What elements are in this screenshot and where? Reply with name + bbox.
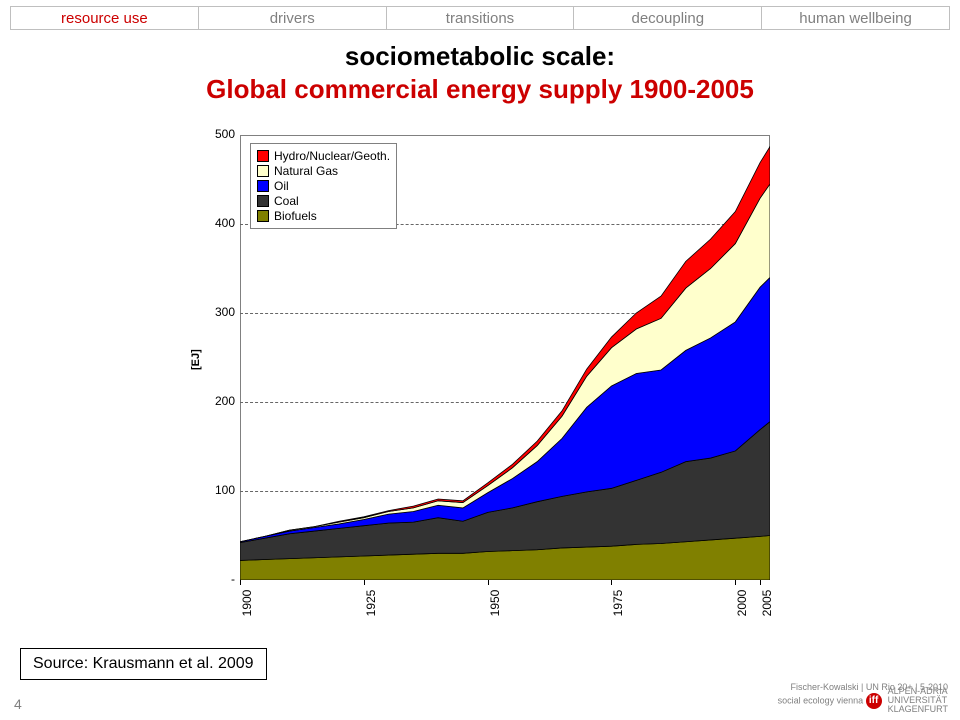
x-tick-mark (760, 580, 761, 585)
legend-swatch-icon (257, 210, 269, 222)
x-tick-label: 2005 (760, 583, 774, 623)
tab-drivers[interactable]: drivers (199, 6, 387, 30)
legend-label: Hydro/Nuclear/Geoth. (274, 149, 390, 163)
y-tick-label: 400 (195, 216, 235, 230)
y-tick-label: 300 (195, 305, 235, 319)
page-title: sociometabolic scale: Global commercial … (0, 40, 960, 105)
x-tick-mark (488, 580, 489, 585)
legend-item: Hydro/Nuclear/Geoth. (257, 149, 390, 163)
legend-label: Coal (274, 194, 299, 208)
legend-label: Natural Gas (274, 164, 338, 178)
y-tick-label: - (195, 572, 235, 586)
legend-item: Biofuels (257, 209, 390, 223)
x-tick-label: 1975 (611, 583, 625, 623)
legend-swatch-icon (257, 150, 269, 162)
tab-bar: resource usedriverstransitionsdecoupling… (10, 6, 950, 30)
legend-swatch-icon (257, 180, 269, 192)
tab-resource-use[interactable]: resource use (10, 6, 199, 30)
logo-university: ALPEN-ADRIA UNIVERSITÄT KLAGENFURT (888, 687, 948, 714)
legend-item: Oil (257, 179, 390, 193)
energy-chart: -100200300400500[EJ]19001925195019752000… (170, 125, 790, 615)
legend-label: Biofuels (274, 209, 317, 223)
x-tick-mark (611, 580, 612, 585)
x-tick-mark (240, 580, 241, 585)
title-line2: Global commercial energy supply 1900-200… (206, 74, 754, 104)
x-tick-label: 1950 (488, 583, 502, 623)
x-tick-mark (735, 580, 736, 585)
legend-label: Oil (274, 179, 289, 193)
source-citation: Source: Krausmann et al. 2009 (20, 648, 267, 680)
title-line1: sociometabolic scale: (345, 41, 615, 71)
logo-socialecology: social ecology vienna iff (778, 693, 882, 709)
page-number: 4 (14, 696, 22, 712)
tab-human-wellbeing[interactable]: human wellbeing (762, 6, 950, 30)
legend-swatch-icon (257, 195, 269, 207)
x-tick-label: 2000 (735, 583, 749, 623)
x-tick-label: 1900 (240, 583, 254, 623)
legend-item: Coal (257, 194, 390, 208)
chart-legend: Hydro/Nuclear/Geoth.Natural GasOilCoalBi… (250, 143, 397, 229)
x-tick-mark (364, 580, 365, 585)
y-axis-label: [EJ] (190, 349, 202, 370)
legend-item: Natural Gas (257, 164, 390, 178)
iff-badge-icon: iff (866, 693, 882, 709)
y-tick-label: 100 (195, 483, 235, 497)
legend-swatch-icon (257, 165, 269, 177)
y-tick-label: 500 (195, 127, 235, 141)
tab-decoupling[interactable]: decoupling (574, 6, 762, 30)
footer-logos: social ecology vienna iff ALPEN-ADRIA UN… (778, 687, 948, 714)
y-tick-label: 200 (195, 394, 235, 408)
tab-transitions[interactable]: transitions (387, 6, 575, 30)
x-tick-label: 1925 (364, 583, 378, 623)
